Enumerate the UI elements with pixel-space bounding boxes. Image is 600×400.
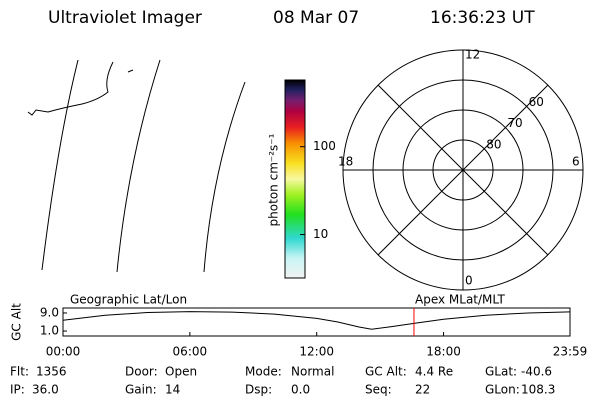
colorbar	[284, 79, 306, 279]
left-note: Geographic Lat/Lon	[70, 293, 187, 307]
info-label: GLat:	[485, 365, 517, 379]
right-note: Apex MLat/MLT	[415, 293, 505, 307]
info-value: Normal	[291, 365, 334, 379]
info-value: 1356	[36, 365, 67, 379]
lat-ring	[372, 79, 554, 261]
colorbar-tick-label: 100	[313, 139, 336, 153]
info-value: 4.4 Re	[415, 365, 453, 379]
info-label: GLon:	[485, 383, 520, 397]
mlt-label: 12	[465, 48, 480, 62]
info-value: 108.3	[521, 383, 555, 397]
alt-plot-frame	[62, 307, 571, 337]
date: 08 Mar 07	[273, 8, 359, 28]
info-label: GC Alt:	[365, 365, 407, 379]
info-value: 14	[165, 383, 180, 397]
altitude-line	[62, 311, 571, 330]
info-label: Gain:	[125, 383, 157, 397]
colorbar-label: photon cm⁻²s⁻¹	[267, 133, 281, 226]
x-tick-label: 18:00	[426, 345, 461, 359]
time: 16:36:23 UT	[430, 8, 535, 28]
x-tick-label: 23:59	[553, 345, 588, 359]
lat-ring	[402, 109, 524, 231]
y-axis-label: GC Alt	[10, 303, 24, 341]
colorbar-tick-label: 10	[313, 227, 328, 241]
info-label: Mode:	[245, 365, 282, 379]
mlt-label: 18	[338, 155, 353, 169]
info-label: IP:	[10, 383, 25, 397]
info-value: Open	[165, 365, 197, 379]
map-image	[27, 59, 246, 273]
lat-label: 80	[486, 137, 501, 151]
lat-label: 60	[529, 95, 544, 109]
info-label: Dsp:	[245, 383, 272, 397]
info-value: -40.6	[521, 365, 552, 379]
lat-ring	[432, 139, 494, 201]
info-label: Flt:	[10, 365, 29, 379]
info-value: 36.0	[32, 383, 59, 397]
mlt-label: 0	[465, 274, 473, 288]
info-value: 22	[415, 383, 430, 397]
x-tick-label: 06:00	[173, 345, 208, 359]
info-value: 0.0	[291, 383, 310, 397]
x-tick-label: 00:00	[46, 345, 81, 359]
lat-label: 70	[507, 116, 522, 130]
info-label: Door:	[125, 365, 158, 379]
y-tick-label: 1.0	[40, 324, 59, 338]
polar-grid	[342, 49, 584, 291]
y-tick-label: 9.0	[40, 305, 59, 319]
x-tick-label: 12:00	[299, 345, 334, 359]
mlt-label: 6	[572, 155, 580, 169]
info-label: Seq:	[365, 383, 392, 397]
title: Ultraviolet Imager	[48, 8, 202, 28]
